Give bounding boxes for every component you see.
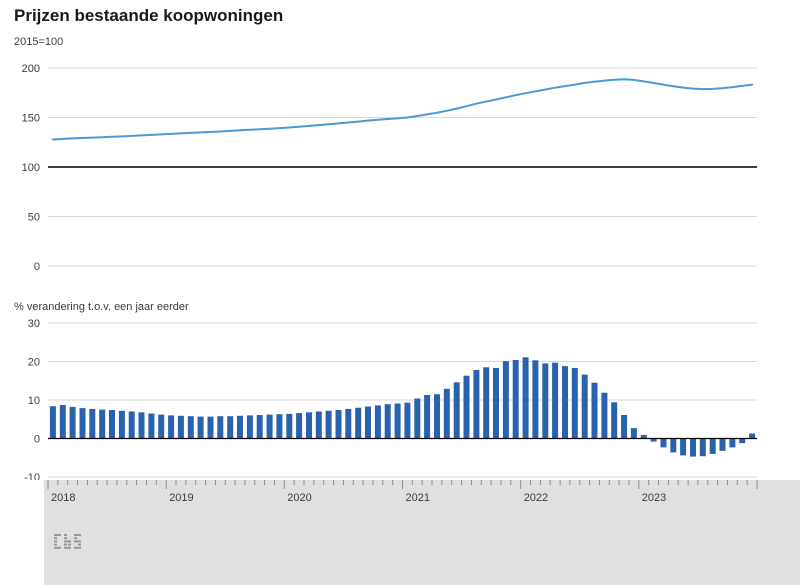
bar xyxy=(404,402,411,439)
bar xyxy=(374,405,381,439)
bar xyxy=(99,409,106,439)
bar xyxy=(483,367,490,439)
y-tick-label: 100 xyxy=(22,162,40,174)
bar xyxy=(709,438,716,454)
y-tick-label: 50 xyxy=(28,212,40,224)
y-tick-label: 20 xyxy=(28,357,40,369)
bar xyxy=(177,415,184,439)
year-label: 2018 xyxy=(51,492,75,504)
yoy-change-bar-chart: 30 20 10 0 -10 xyxy=(24,318,757,480)
bar xyxy=(680,438,687,456)
bar xyxy=(394,403,401,439)
chart-title: Prijzen bestaande koopwoningen xyxy=(14,6,284,25)
bar xyxy=(266,414,273,439)
y-tick-label: 0 xyxy=(34,434,40,446)
bar xyxy=(690,438,696,457)
bar xyxy=(621,415,628,439)
bar xyxy=(611,402,618,439)
bar xyxy=(227,416,234,439)
bar xyxy=(473,370,480,439)
bar xyxy=(197,416,204,439)
y-tick-label: 150 xyxy=(22,113,40,125)
index-unit-label: 2015=100 xyxy=(14,36,64,48)
bar xyxy=(89,408,96,439)
bar xyxy=(148,413,155,439)
year-label: 2019 xyxy=(169,492,193,504)
cbs-logo xyxy=(54,534,81,549)
bar xyxy=(325,410,332,439)
y-tick-label: 30 xyxy=(28,318,40,330)
bar xyxy=(542,363,549,439)
y-tick-label: -10 xyxy=(24,472,40,480)
year-label: 2020 xyxy=(287,492,311,504)
y-tick-label: 200 xyxy=(22,63,40,75)
bar xyxy=(739,438,746,444)
bar xyxy=(581,374,588,439)
bar xyxy=(59,405,66,439)
bar xyxy=(128,411,135,439)
bar xyxy=(502,361,509,439)
bar xyxy=(749,433,756,439)
bar xyxy=(345,408,352,439)
bar xyxy=(217,416,224,439)
bar xyxy=(453,382,460,439)
bar xyxy=(552,362,559,439)
price-index-line xyxy=(51,78,754,141)
bar xyxy=(493,368,499,439)
year-label: 2021 xyxy=(406,492,430,504)
bar xyxy=(670,438,677,453)
x-axis: 2018 2019 2020 2021 2022 2023 xyxy=(47,480,758,504)
bar xyxy=(522,357,529,439)
bar xyxy=(729,438,736,448)
bar xyxy=(335,410,342,439)
bar xyxy=(660,438,667,448)
bar xyxy=(463,375,470,439)
bar xyxy=(49,406,56,439)
bar xyxy=(296,413,303,439)
y-tick-label: 10 xyxy=(28,395,40,407)
bar xyxy=(118,410,125,439)
bar xyxy=(719,438,726,451)
bar xyxy=(256,415,263,439)
bar xyxy=(384,404,391,439)
year-label: 2022 xyxy=(524,492,548,504)
bar xyxy=(168,415,175,439)
bar xyxy=(109,410,115,439)
bar xyxy=(434,394,440,439)
bar xyxy=(443,388,450,439)
y-tick-label: 0 xyxy=(34,261,40,273)
bar xyxy=(571,368,578,439)
bar xyxy=(424,395,431,439)
bar xyxy=(640,435,647,439)
bar xyxy=(630,428,637,439)
bar xyxy=(699,438,706,457)
bar xyxy=(138,412,145,439)
bar xyxy=(315,411,322,439)
bar xyxy=(591,382,598,439)
bar xyxy=(532,360,539,439)
bar xyxy=(562,366,568,439)
bar xyxy=(306,412,312,439)
bar xyxy=(601,392,608,439)
bar xyxy=(365,406,371,439)
bar xyxy=(246,415,253,439)
bar xyxy=(237,415,243,439)
yoy-change-axis-label: % verandering t.o.v. een jaar eerder xyxy=(14,301,189,313)
bar xyxy=(414,398,421,439)
bar xyxy=(69,406,76,439)
bar xyxy=(286,413,293,439)
bar xyxy=(355,407,362,439)
bar xyxy=(79,408,86,439)
year-label: 2023 xyxy=(642,492,666,504)
bar xyxy=(650,438,657,442)
bar xyxy=(512,360,519,439)
bar xyxy=(187,416,194,439)
bar xyxy=(158,414,165,439)
bar xyxy=(276,414,283,439)
time-axis-band: 2018 2019 2020 2021 2022 2023 xyxy=(44,480,800,585)
bar xyxy=(207,416,214,439)
price-index-line-chart: 200 150 100 50 0 xyxy=(22,63,757,273)
